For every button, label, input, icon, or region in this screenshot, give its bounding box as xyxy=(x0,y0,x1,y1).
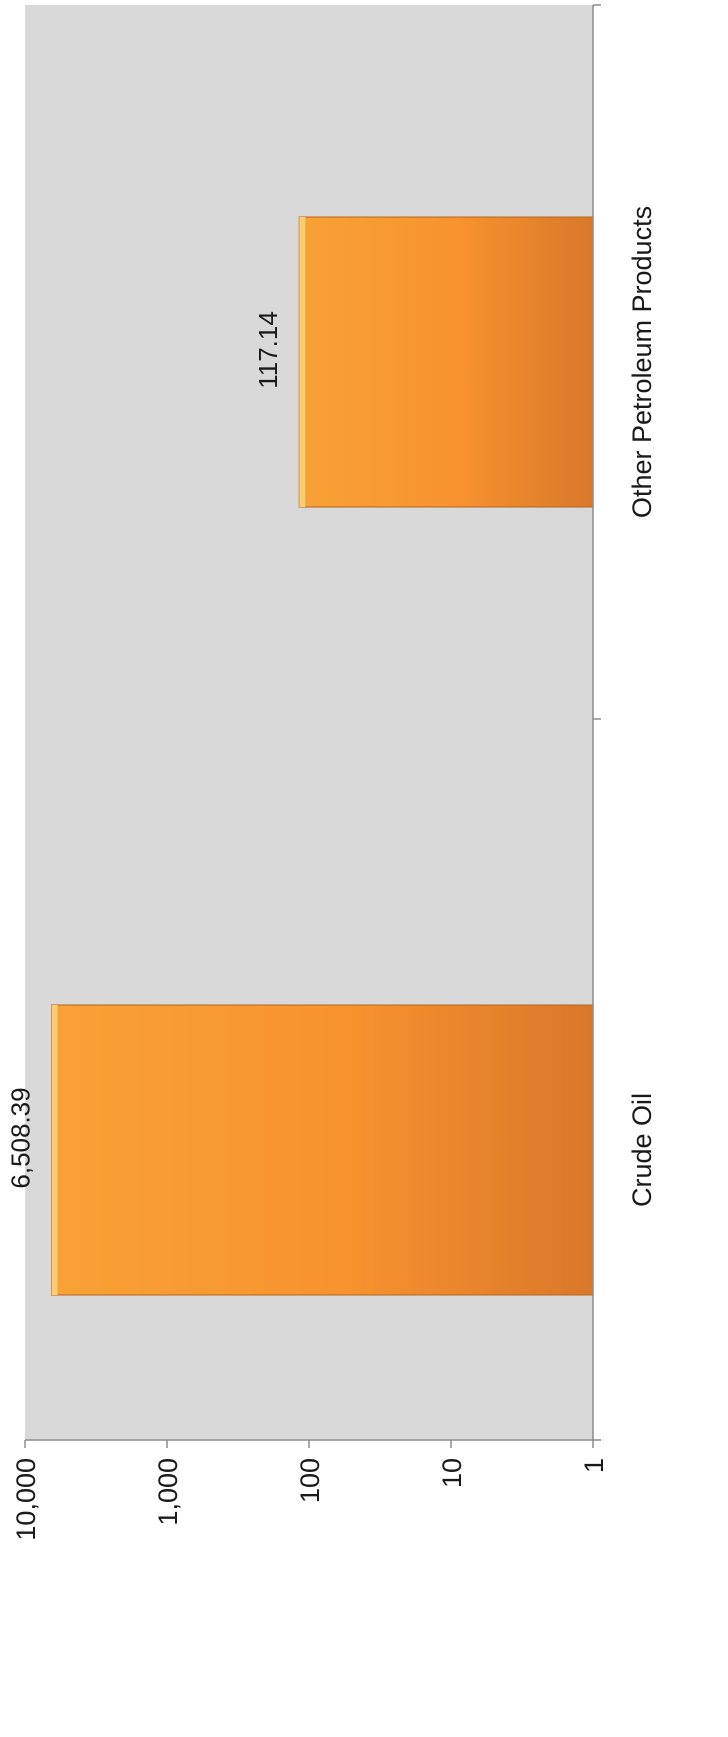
tick-label-10: 10 xyxy=(437,1458,467,1488)
category-label-crude-oil: Crude Oil xyxy=(627,1093,657,1207)
bar-crude-oil xyxy=(50,1004,594,1296)
tick-label-10000: 10,000 xyxy=(11,1458,41,1541)
tick-label-1000: 1,000 xyxy=(153,1458,183,1526)
bar-highlight-crude-oil xyxy=(51,1005,58,1295)
category-label-other-petroleum-products: Other Petroleum Products xyxy=(627,206,657,518)
data-label-crude-oil: 6,508.39 xyxy=(5,1087,35,1188)
bar-highlight-other-petroleum-products xyxy=(299,217,306,507)
tick-label-100: 100 xyxy=(295,1458,325,1503)
bar-other-petroleum-products xyxy=(298,216,594,508)
tick-label-1: 1 xyxy=(579,1458,609,1473)
data-label-other-petroleum-products: 117.14 xyxy=(253,311,283,389)
